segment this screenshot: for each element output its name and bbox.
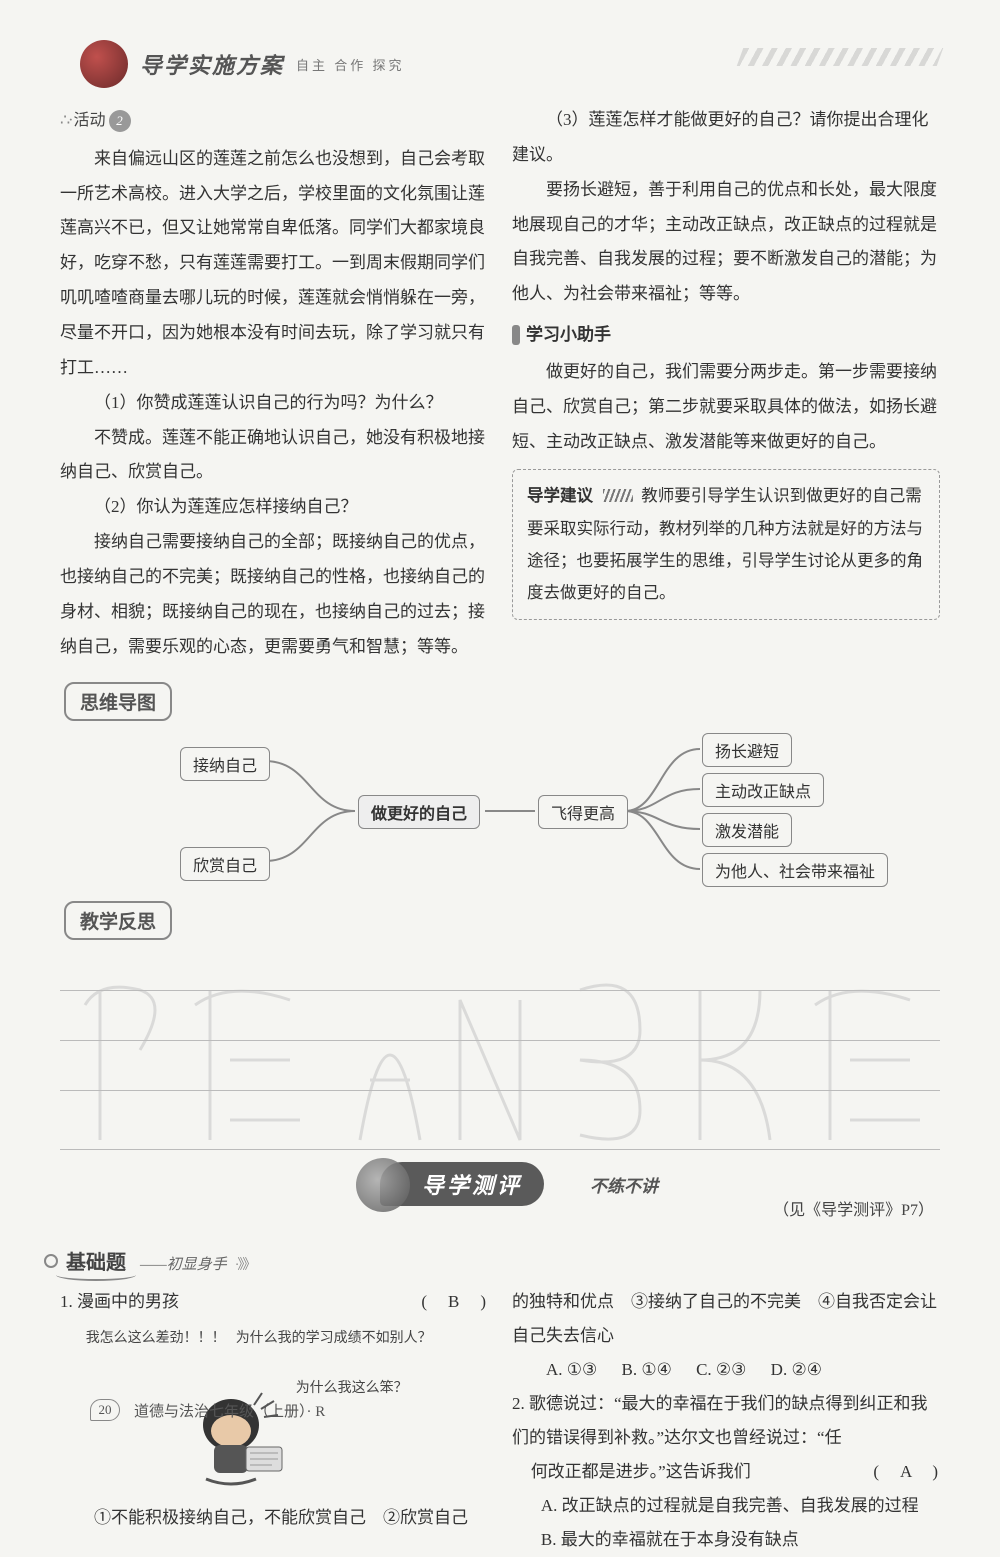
q1-stem: 1. 漫画中的男孩 bbox=[60, 1285, 179, 1319]
right-column: （3）莲莲怎样才能做更好的自己？请你提出合理化建议。 要扬长避短，善于利用自己的… bbox=[512, 103, 940, 664]
q1-options-line: ①不能积极接纳自己，不能欣赏自己 ②欣赏自己 bbox=[60, 1501, 488, 1535]
q1-line: 1. 漫画中的男孩 ( B ) bbox=[60, 1285, 488, 1319]
basic-label: 基础题 bbox=[60, 1244, 132, 1277]
comic-bubble-1: 我怎么这么差劲！！！ bbox=[86, 1325, 226, 1353]
q2-line: 何改正都是进步。”这告诉我们 ( A ) bbox=[512, 1455, 940, 1489]
page-header: 导学实施方案 自主 合作 探究 bbox=[60, 40, 940, 88]
comic-bubble-2: 为什么我的学习成绩不如别人？ bbox=[236, 1325, 432, 1353]
q1-answer: B bbox=[448, 1292, 461, 1311]
answer-1: 不赞成。莲莲不能正确地认识自己，她没有积极地接纳自己、欣赏自己。 bbox=[60, 421, 488, 491]
page: 导学实施方案 自主 合作 探究 ∴· 活动 2 来自偏远山区的莲莲之前怎么也没想… bbox=[0, 0, 1000, 1447]
header-icon bbox=[80, 40, 128, 88]
activity-number: 2 bbox=[109, 110, 131, 132]
assessment-banner: 导学测评 不练不讲 （见《导学测评》P7） bbox=[60, 1158, 940, 1214]
opt-d: D. ②④ bbox=[771, 1353, 822, 1387]
mm-node-left1: 接纳自己 bbox=[180, 747, 270, 781]
question-left-column: 1. 漫画中的男孩 ( B ) 我怎么这么差劲！！！ 为什么我的学习成绩不如别人… bbox=[60, 1285, 488, 1557]
question-2: （2）你认为莲莲应怎样接纳自己？ bbox=[60, 490, 488, 525]
header-subtitle: 自主 合作 探究 bbox=[296, 55, 405, 74]
suggest-label: 导学建议 bbox=[527, 486, 593, 505]
mm-node-r2: 主动改正缺点 bbox=[702, 773, 824, 807]
suggestion-box: 导学建议 教师要引导学生认识到做更好的自己需要采取实际行动，教材列举的几种方法就… bbox=[512, 469, 940, 620]
banner-ref: （见《导学测评》P7） bbox=[773, 1196, 934, 1220]
answer-3: 要扬长避短，善于利用自己的优点和长处，最大限度地展现自己的才华；主动改正缺点，改… bbox=[512, 173, 940, 312]
q1-choices: A. ①③ B. ①④ C. ②③ D. ②④ bbox=[512, 1353, 940, 1387]
q2-stem-1: 2. 歌德说过：“最大的幸福在于我们的缺点得到纠正和我们的错误得到补救。”达尔文… bbox=[512, 1387, 940, 1455]
reflect-area bbox=[60, 950, 940, 1150]
q1-paren: ( B ) bbox=[421, 1285, 488, 1319]
basic-header: 基础题 ——初显身手 ·》》 bbox=[60, 1244, 940, 1277]
q2-paren: ( A ) bbox=[873, 1455, 940, 1489]
question-columns: 1. 漫画中的男孩 ( B ) 我怎么这么差劲！！！ 为什么我的学习成绩不如别人… bbox=[60, 1285, 940, 1557]
helper-bar-icon bbox=[512, 325, 520, 345]
mm-node-center: 做更好的自己 bbox=[358, 795, 480, 829]
banner-subtitle: 不练不讲 bbox=[590, 1172, 658, 1197]
header-stripes bbox=[737, 48, 944, 66]
header-title: 导学实施方案 bbox=[140, 48, 284, 80]
q2-opt-a: A. 改正缺点的过程就是自我完善、自我发展的过程 bbox=[512, 1489, 940, 1523]
mindmap: 接纳自己 欣赏自己 做更好的自己 飞得更高 扬长避短 主动改正缺点 激发潜能 为… bbox=[60, 731, 940, 891]
opt-b: B. ①④ bbox=[622, 1353, 672, 1387]
mm-node-r4: 为他人、社会带来福祉 bbox=[702, 853, 888, 887]
q1-options-cont: 的独特和优点 ③接纳了自己的不完美 ④自我否定会让自己失去信心 bbox=[512, 1285, 940, 1353]
dots-icon: ∴· bbox=[60, 105, 72, 138]
helper-label: 学习小助手 bbox=[526, 318, 611, 353]
watermark bbox=[60, 910, 940, 1190]
question-1: （1）你赞成莲莲认识自己的行为吗？为什么？ bbox=[60, 386, 488, 421]
helper-tag: 学习小助手 bbox=[512, 318, 940, 353]
mm-node-r3: 激发潜能 bbox=[702, 813, 792, 847]
opt-c: C. ②③ bbox=[696, 1353, 746, 1387]
basic-sub: ——初显身手 bbox=[140, 1253, 227, 1274]
activity-label: 活动 bbox=[74, 105, 106, 138]
content-columns: ∴· 活动 2 来自偏远山区的莲莲之前怎么也没想到，自己会考取一所艺术高校。进入… bbox=[60, 103, 940, 664]
mm-node-mid: 飞得更高 bbox=[538, 795, 628, 829]
question-right-column: 的独特和优点 ③接纳了自己的不完美 ④自我否定会让自己失去信心 A. ①③ B.… bbox=[512, 1285, 940, 1557]
opt-a: A. ①③ bbox=[546, 1353, 597, 1387]
page-footer: 20 道德与法治七年级（上册）· R bbox=[90, 1399, 325, 1421]
activity-tag: ∴· 活动 2 bbox=[60, 105, 131, 138]
mm-node-r1: 扬长避短 bbox=[702, 733, 792, 767]
hatch-icon bbox=[603, 489, 633, 502]
q2-stem-2: 何改正都是进步。”这告诉我们 bbox=[531, 1455, 751, 1489]
answer-2: 接纳自己需要接纳自己的全部；既接纳自己的优点，也接纳自己的不完美；既接纳自己的性… bbox=[60, 525, 488, 664]
page-number: 20 bbox=[90, 1399, 120, 1421]
q2-answer: A bbox=[900, 1462, 913, 1481]
left-column: ∴· 活动 2 来自偏远山区的莲莲之前怎么也没想到，自己会考取一所艺术高校。进入… bbox=[60, 103, 488, 664]
q2-opt-b: B. 最大的幸福就在于本身没有缺点 bbox=[512, 1523, 940, 1557]
mm-node-left2: 欣赏自己 bbox=[180, 847, 270, 881]
question-3: （3）莲莲怎样才能做更好的自己？请你提出合理化建议。 bbox=[512, 103, 940, 173]
footer-book: 道德与法治七年级（上册）· R bbox=[134, 1400, 325, 1421]
banner-title: 导学测评 bbox=[380, 1162, 544, 1206]
helper-text: 做更好的自己，我们需要分两步走。第一步需要接纳自己、欣赏自己；第二步就要采取具体… bbox=[512, 355, 940, 460]
arrow-icon: ·》》 bbox=[235, 1254, 255, 1274]
story-paragraph: 来自偏远山区的莲莲之前怎么也没想到，自己会考取一所艺术高校。进入大学之后，学校里… bbox=[60, 142, 488, 386]
mindmap-label: 思维导图 bbox=[64, 682, 172, 721]
